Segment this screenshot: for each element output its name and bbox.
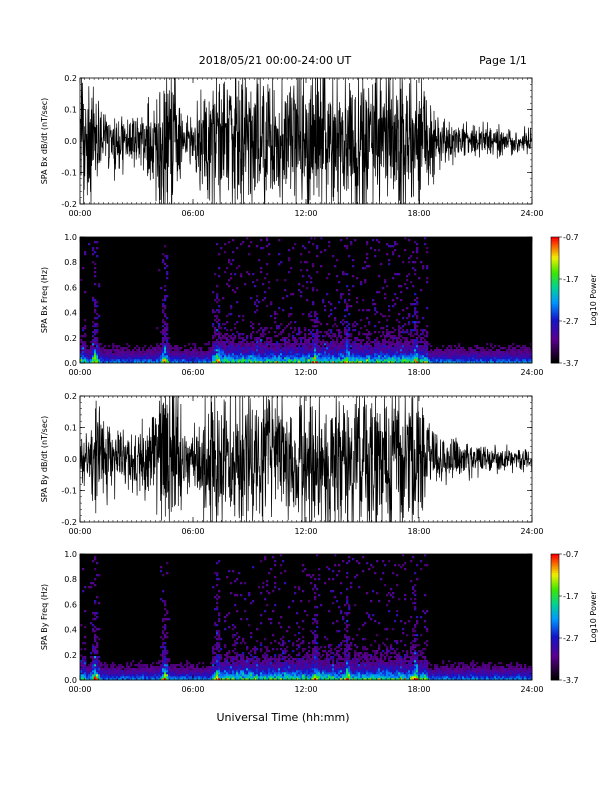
x-tick-label: 18:00: [407, 527, 430, 536]
x-tick-label: 24:00: [520, 209, 543, 218]
x-tick-label: 24:00: [520, 368, 543, 377]
y-tick-label: 0.0: [64, 359, 77, 368]
colorbar-tick-label: -0.7: [563, 550, 579, 559]
colorbar-tick-label: -3.7: [563, 359, 579, 368]
panel-4: -0.7 -1.7 -2.7 -3.7 Log10 Power 00:00 06:00 12:…: [40, 550, 598, 694]
colorbar-label: Log10 Power: [589, 591, 598, 643]
x-tick-label: 00:00: [68, 368, 91, 377]
x-tick-label: 12:00: [294, 368, 317, 377]
x-tick-label: 12:00: [294, 527, 317, 536]
colorbar-label: Log10 Power: [589, 274, 598, 326]
x-tick-label: 00:00: [68, 209, 91, 218]
panel-3: 00:00 06:00 12:00 18:00 24:00 0.2 0.1 0.0 -0.1 -0…: [40, 392, 544, 536]
y-tick-label: -0.2: [61, 518, 77, 527]
y-tick-label: 0.2: [64, 334, 77, 343]
colorbar-tick-label: -0.7: [563, 233, 579, 242]
x-tick-label: 12:00: [294, 685, 317, 694]
x-tick-label: 18:00: [407, 368, 430, 377]
panel-1: 00:00 06:00 12:00 18:00 24:00 0.2 0.1 0.0 -0.1 -0…: [40, 74, 544, 218]
x-tick-label: 06:00: [181, 685, 204, 694]
x-tick-label: 12:00: [294, 209, 317, 218]
y-tick-label: 0.2: [64, 74, 77, 83]
waveform-trace: [79, 77, 532, 205]
y-tick-label: 0.8: [64, 575, 77, 584]
x-axis-label: Universal Time (hh:mm): [217, 711, 350, 724]
y-tick-label: -0.2: [61, 200, 77, 209]
y-tick-label: 0.1: [64, 106, 77, 115]
x-tick-label: 18:00: [407, 209, 430, 218]
colorbar-tick-label: -2.7: [563, 317, 579, 326]
y-tick-label: 0.6: [64, 600, 77, 609]
spectrogram-cells: [80, 237, 533, 364]
y-tick-label: 0.0: [64, 676, 77, 685]
y-axis-label: SPA Bx Freq (Hz): [40, 267, 49, 333]
y-tick-label: 0.2: [64, 651, 77, 660]
panel-2: -0.7 -1.7 -2.7 -3.7 Log10 Power 00:00 06:00 12:…: [40, 233, 598, 377]
x-tick-label: 24:00: [520, 527, 543, 536]
y-tick-label: 0.4: [64, 309, 77, 318]
x-tick-label: 06:00: [181, 209, 204, 218]
y-tick-label: -0.1: [61, 169, 77, 178]
y-tick-label: 0.4: [64, 626, 77, 635]
colorbar: -0.7 -1.7 -2.7 -3.7 Log10 Power: [550, 550, 598, 685]
x-tick-label: 18:00: [407, 685, 430, 694]
y-tick-label: 0.8: [64, 258, 77, 267]
y-axis-label: SPA Bx dB/dt (nT/sec): [40, 98, 49, 185]
colorbar-tick-label: -2.7: [563, 634, 579, 643]
x-tick-label: 06:00: [181, 527, 204, 536]
y-tick-label: 1.0: [64, 233, 77, 242]
y-tick-label: 0.0: [64, 137, 77, 146]
y-tick-label: -0.1: [61, 487, 77, 496]
page-number: Page 1/1: [479, 54, 527, 67]
panels: 00:00 06:00 12:00 18:00 24:00 0.2 0.1 0.0 -0.1 -0…: [40, 74, 598, 694]
x-tick-label: 00:00: [68, 685, 91, 694]
x-tick-label: 06:00: [181, 368, 204, 377]
colorbar-tick-label: -3.7: [563, 676, 579, 685]
colorbar-tick-label: -1.7: [563, 275, 579, 284]
y-axis-label: SPA By dB/dt (nT/sec): [40, 416, 49, 503]
colorbar-tick-label: -1.7: [563, 592, 579, 601]
figure-title: 2018/05/21 00:00-24:00 UT: [199, 54, 352, 67]
spectrogram-cells: [80, 554, 533, 681]
y-tick-label: 0.6: [64, 283, 77, 292]
x-tick-label: 00:00: [68, 527, 91, 536]
x-tick-label: 24:00: [520, 685, 543, 694]
waveform-trace: [79, 395, 533, 523]
y-tick-label: 0.0: [64, 455, 77, 464]
y-tick-label: 0.2: [64, 392, 77, 401]
y-tick-label: 0.1: [64, 424, 77, 433]
colorbar: -0.7 -1.7 -2.7 -3.7 Log10 Power: [550, 233, 598, 368]
y-tick-label: 1.0: [64, 550, 77, 559]
y-axis-label: SPA By Freq (Hz): [40, 584, 49, 650]
